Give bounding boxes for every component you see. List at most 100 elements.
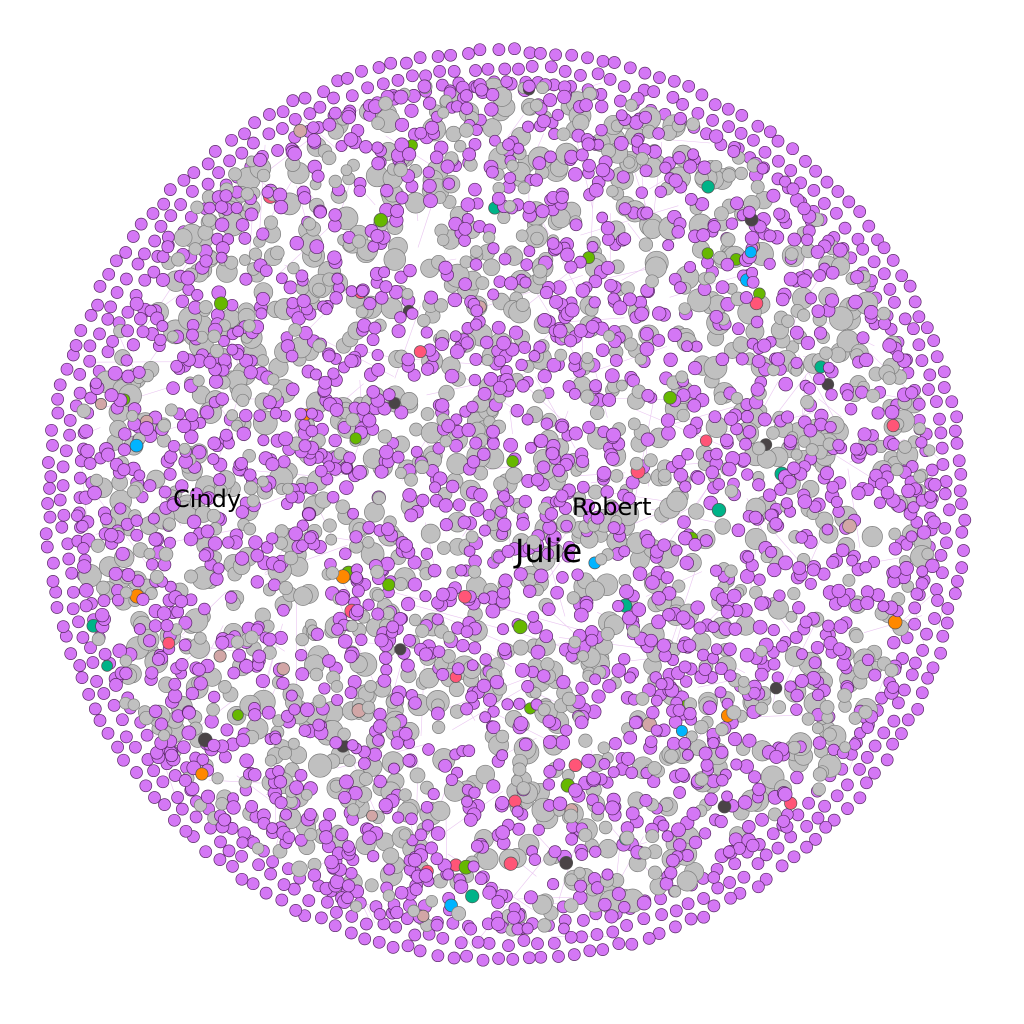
graph-node — [374, 464, 389, 479]
graph-node — [355, 64, 368, 78]
graph-node — [596, 54, 610, 68]
graph-node — [293, 586, 313, 606]
graph-node — [708, 98, 722, 111]
graph-node — [913, 470, 927, 484]
graph-node — [345, 285, 358, 298]
graph-node — [617, 232, 632, 246]
graph-edge — [847, 468, 861, 548]
graph-node — [585, 633, 599, 647]
graph-node — [540, 417, 553, 430]
graph-node — [146, 558, 159, 571]
graph-node — [799, 155, 812, 168]
graph-node — [639, 326, 654, 341]
graph-node — [707, 899, 721, 913]
graph-node — [666, 91, 680, 104]
graph-node — [407, 577, 422, 592]
graph-node — [288, 323, 302, 337]
graph-node — [532, 823, 545, 836]
graph-node — [582, 420, 596, 434]
graph-node — [109, 678, 123, 692]
graph-node — [157, 418, 171, 433]
graph-node — [774, 483, 788, 496]
graph-node — [573, 607, 589, 623]
graph-node — [522, 79, 536, 93]
graph-node — [503, 856, 518, 871]
graph-node — [752, 619, 768, 635]
graph-node — [322, 349, 336, 363]
graph-node — [304, 828, 318, 842]
graph-node — [378, 266, 391, 279]
graph-node — [751, 441, 766, 456]
graph-node — [627, 417, 641, 431]
node-label-julie: Julie — [513, 532, 582, 570]
graph-node — [278, 431, 293, 447]
graph-node — [436, 541, 451, 555]
graph-node — [191, 289, 204, 302]
graph-node — [298, 724, 312, 737]
graph-node — [751, 119, 765, 133]
graph-node — [767, 657, 781, 671]
graph-node — [108, 566, 123, 581]
graph-node — [41, 497, 54, 510]
graph-node — [318, 375, 333, 390]
graph-node — [416, 493, 430, 508]
graph-node — [147, 764, 160, 778]
graph-node — [239, 272, 253, 286]
graph-node — [193, 676, 208, 691]
graph-node — [724, 891, 737, 905]
graph-node — [51, 406, 65, 420]
graph-node — [460, 197, 476, 212]
graph-node — [401, 597, 416, 612]
graph-node — [512, 62, 525, 76]
graph-node — [361, 700, 376, 715]
graph-node — [163, 450, 178, 464]
graph-node — [930, 583, 943, 596]
graph-node — [460, 336, 474, 350]
graph-node — [263, 108, 276, 121]
graph-node — [461, 795, 473, 808]
graph-node — [324, 854, 339, 870]
graph-node — [420, 523, 441, 544]
graph-node — [347, 507, 359, 520]
graph-node — [293, 123, 308, 138]
graph-node — [600, 626, 615, 641]
graph-node — [517, 181, 531, 195]
graph-node — [487, 437, 500, 450]
graph-node — [236, 393, 250, 407]
graph-node — [508, 42, 521, 56]
graph-node — [504, 276, 519, 291]
graph-node — [49, 585, 63, 599]
graph-node — [445, 773, 459, 786]
graph-node — [147, 265, 161, 279]
graph-node — [513, 716, 529, 731]
graph-node — [156, 606, 172, 621]
graph-node — [597, 741, 611, 754]
graph-node — [766, 188, 781, 203]
graph-node — [782, 474, 797, 489]
graph-node — [724, 484, 739, 498]
graph-node — [866, 388, 881, 403]
graph-node — [543, 765, 557, 779]
graph-node — [552, 464, 566, 478]
graph-node — [650, 694, 663, 707]
graph-node — [915, 577, 929, 591]
graph-node — [647, 761, 662, 776]
graph-node — [773, 589, 786, 602]
graph-node — [619, 830, 635, 846]
graph-node — [386, 941, 400, 954]
graph-node — [285, 349, 299, 363]
graph-node — [225, 133, 238, 147]
graph-node — [600, 221, 615, 236]
graph-node — [595, 162, 610, 178]
graph-node — [888, 565, 902, 579]
graph-node — [629, 456, 644, 471]
graph-node — [542, 778, 556, 791]
graph-node — [769, 749, 784, 764]
graph-node — [408, 696, 422, 710]
graph-node — [148, 234, 162, 248]
graph-node — [800, 335, 815, 351]
graph-node — [331, 272, 344, 285]
graph-node — [697, 910, 711, 924]
graph-node — [491, 320, 506, 335]
graph-node — [246, 494, 260, 508]
